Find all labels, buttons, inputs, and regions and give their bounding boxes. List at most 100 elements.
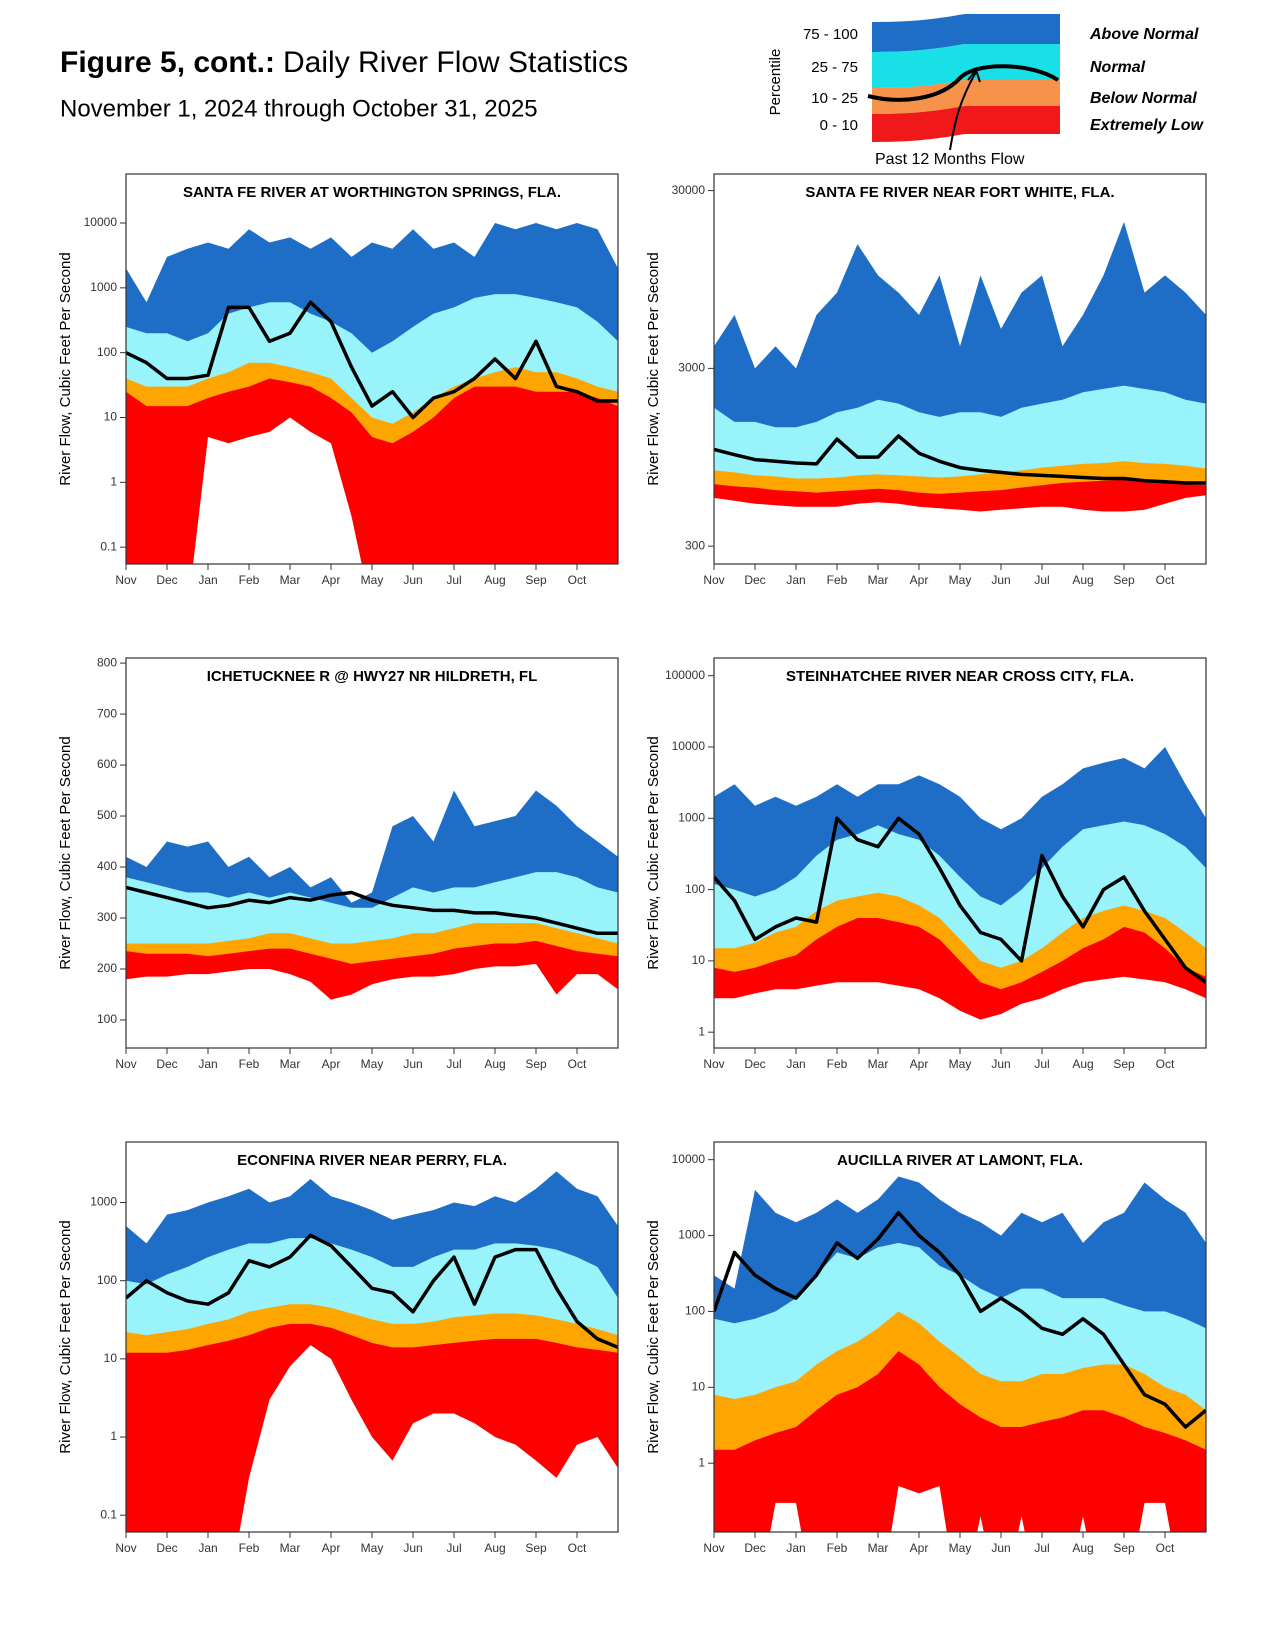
x-tick-label: Aug <box>484 573 505 587</box>
plot-area <box>126 790 618 1048</box>
x-tick-label: Jul <box>446 1057 461 1071</box>
legend-label: Extremely Low <box>1090 117 1204 134</box>
x-tick-label: Nov <box>115 573 136 587</box>
chart: ECONFINA RIVER NEAR PERRY, FLA. River Flo… <box>57 1141 619 1555</box>
percentile-area <box>126 963 618 1048</box>
legend-band <box>872 44 1060 88</box>
x-tick-label: Sep <box>525 1057 547 1071</box>
figure-title-text: Daily River Flow Statistics <box>283 46 628 79</box>
x-tick-label: Jun <box>991 1541 1010 1555</box>
x-tick-label: Sep <box>1113 573 1135 587</box>
x-tick-label: May <box>949 573 972 587</box>
x-tick-label: Apr <box>910 1541 929 1555</box>
chart-title: SANTA FE RIVER AT WORTHINGTON SPRINGS, F… <box>183 184 561 201</box>
x-tick-label: Dec <box>744 1541 765 1555</box>
x-tick-label: Dec <box>156 573 177 587</box>
x-tick-label: Jul <box>1034 573 1049 587</box>
x-tick-label: Aug <box>484 1057 505 1071</box>
legend-arrow <box>949 67 981 151</box>
y-tick-label: 10 <box>104 410 118 424</box>
x-tick-label: Jul <box>1034 1541 1049 1555</box>
x-tick-label: Oct <box>568 573 587 587</box>
y-tick-label: 800 <box>97 655 117 669</box>
y-axis-label: River Flow, Cubic Feet Per Second <box>645 1220 662 1453</box>
legend-label: Below Normal <box>1090 90 1197 107</box>
x-tick-label: Oct <box>568 1057 587 1071</box>
y-tick-label: 100 <box>97 1273 117 1287</box>
x-tick-label: Feb <box>827 573 848 587</box>
legend-range: 0 - 10 <box>820 117 858 134</box>
y-tick-label: 100 <box>685 882 705 896</box>
y-tick-label: 300 <box>97 910 117 924</box>
x-tick-label: Feb <box>827 1057 848 1071</box>
y-tick-label: 200 <box>97 961 117 975</box>
x-tick-label: Mar <box>868 1057 889 1071</box>
plot-area <box>714 1176 1206 1532</box>
chart-title: ICHETUCKNEE R @ HWY27 NR HILDRETH, FL <box>207 668 537 685</box>
chart: STEINHATCHEE RIVER NEAR CROSS CITY, FLA.… <box>645 657 1207 1071</box>
figure-title-bold: Figure 5, cont.: <box>60 46 275 79</box>
x-tick-label: Jun <box>403 1057 422 1071</box>
x-tick-label: Apr <box>322 1541 341 1555</box>
x-tick-label: Feb <box>239 1541 260 1555</box>
x-tick-label: Jan <box>198 1057 217 1071</box>
legend-flow-label: Past 12 Months Flow <box>875 151 1025 168</box>
y-tick-label: 100 <box>685 1304 705 1318</box>
y-tick-label: 0.1 <box>100 539 117 553</box>
y-axis-label: River Flow, Cubic Feet Per Second <box>57 252 74 485</box>
y-tick-label: 100 <box>97 1012 117 1026</box>
x-tick-label: Dec <box>156 1057 177 1071</box>
x-tick-label: May <box>361 573 384 587</box>
x-tick-label: Apr <box>910 1057 929 1071</box>
y-tick-label: 700 <box>97 706 117 720</box>
x-tick-label: Jan <box>198 1541 217 1555</box>
y-tick-label: 0.1 <box>100 1507 117 1521</box>
y-tick-label: 100 <box>97 345 117 359</box>
legend-band <box>872 80 1060 114</box>
x-tick-label: Feb <box>239 1057 260 1071</box>
flow-line <box>126 885 618 936</box>
y-tick-label: 500 <box>97 808 117 822</box>
chart-title: ECONFINA RIVER NEAR PERRY, FLA. <box>237 1152 507 1169</box>
x-tick-label: Nov <box>115 1541 136 1555</box>
x-tick-label: Mar <box>280 1057 301 1071</box>
x-tick-label: Feb <box>827 1541 848 1555</box>
flow-line <box>126 1233 618 1350</box>
x-tick-label: Jul <box>446 1541 461 1555</box>
chart: SANTA FE RIVER NEAR FORT WHITE, FLA. Rive… <box>645 173 1207 587</box>
flow-line <box>714 816 1206 984</box>
x-tick-label: Oct <box>1156 1541 1175 1555</box>
x-tick-label: Apr <box>910 573 929 587</box>
x-tick-label: Nov <box>703 1057 724 1071</box>
flow-line <box>714 1210 1206 1429</box>
y-axis-label: River Flow, Cubic Feet Per Second <box>645 252 662 485</box>
x-tick-label: Jan <box>786 1057 805 1071</box>
legend-band <box>872 106 1060 142</box>
percentile-area <box>714 1351 1206 1532</box>
x-tick-label: Jun <box>991 573 1010 587</box>
y-tick-label: 600 <box>97 757 117 771</box>
x-tick-label: Dec <box>744 573 765 587</box>
y-tick-label: 10 <box>692 953 706 967</box>
plot-area <box>126 223 618 564</box>
y-tick-label: 1000 <box>90 1195 117 1209</box>
x-tick-label: Jul <box>1034 1057 1049 1071</box>
chart-title: SANTA FE RIVER NEAR FORT WHITE, FLA. <box>805 184 1114 201</box>
x-tick-label: May <box>361 1057 384 1071</box>
x-tick-label: Sep <box>525 1541 547 1555</box>
y-tick-label: 1 <box>110 1429 117 1443</box>
legend: 75 - 100 Above Normal 25 - 75 Normal 10 - 25… <box>767 14 1204 168</box>
y-tick-label: 30000 <box>672 183 706 197</box>
x-tick-label: Mar <box>868 1541 889 1555</box>
flow-line <box>714 434 1206 485</box>
percentile-area <box>193 417 362 564</box>
y-axis-label: River Flow, Cubic Feet Per Second <box>57 1220 74 1453</box>
x-tick-label: Aug <box>1072 573 1093 587</box>
x-tick-label: Mar <box>280 573 301 587</box>
x-tick-label: Aug <box>1072 1057 1093 1071</box>
legend-range: 75 - 100 <box>803 26 858 43</box>
x-tick-label: Mar <box>868 573 889 587</box>
plot-area <box>714 221 1206 564</box>
x-tick-label: Jul <box>446 573 461 587</box>
y-axis-label: River Flow, Cubic Feet Per Second <box>645 736 662 969</box>
